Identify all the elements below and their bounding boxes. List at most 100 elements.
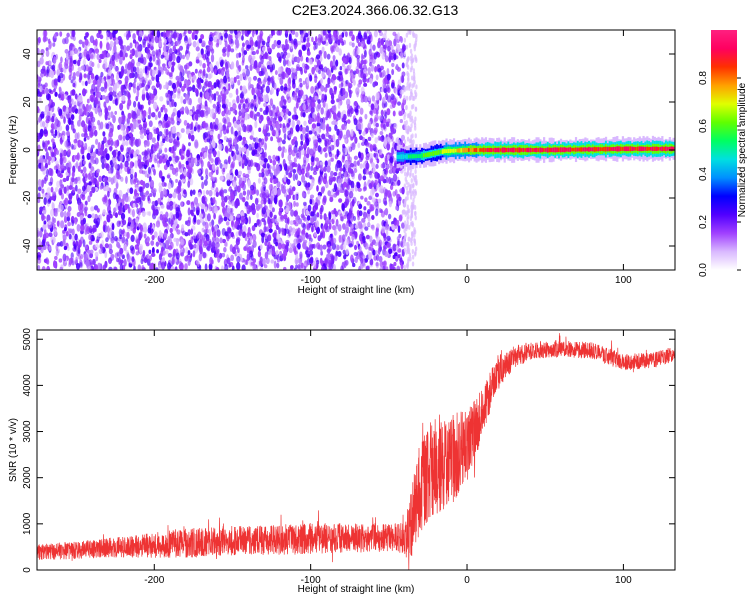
heatmap-noise-cell xyxy=(359,157,363,163)
heatmap-noise-cell xyxy=(252,240,257,248)
heatmap-noise-cell xyxy=(245,107,249,113)
heatmap-noise-cell xyxy=(379,71,383,78)
heatmap-noise-cell xyxy=(308,130,313,135)
heatmap-noise-cell xyxy=(168,217,171,225)
heatmap-noise-cell xyxy=(303,180,308,188)
heatmap-noise-cell xyxy=(138,104,143,111)
heatmap-noise-cell xyxy=(47,160,51,166)
heatmap-noise-cell xyxy=(341,234,346,242)
heatmap-noise-cell xyxy=(309,194,315,199)
heatmap-noise-cell xyxy=(282,158,286,168)
heatmap-noise-cell xyxy=(396,265,401,270)
heatmap-noise-cell xyxy=(85,259,90,267)
heatmap-noise-cell xyxy=(151,201,156,206)
heatmap-noise-cell xyxy=(146,211,151,216)
heatmap-noise-cell xyxy=(313,166,317,173)
heatmap-noise-cell xyxy=(356,240,359,246)
heatmap-noise-cell xyxy=(109,160,113,166)
heatmap-noise-cell xyxy=(167,252,173,258)
heatmap-noise-cell xyxy=(73,180,78,185)
heatmap-noise-cell xyxy=(69,106,72,113)
heatmap-noise-cell xyxy=(343,134,347,140)
heatmap-noise-cell xyxy=(271,207,275,213)
heatmap-noise-cell xyxy=(379,136,383,141)
heatmap-noise-cell xyxy=(146,236,150,244)
heatmap-noise-cell xyxy=(293,267,297,270)
heatmap-noise-cell xyxy=(374,250,378,255)
heatmap-noise-cell xyxy=(71,235,76,242)
heatmap-noise-cell xyxy=(257,177,261,184)
heatmap-noise-cell xyxy=(319,257,323,264)
heatmap-noise-cell xyxy=(128,83,132,91)
heatmap-noise-cell xyxy=(202,62,206,69)
heatmap-noise-cell xyxy=(264,251,269,260)
heatmap-noise-cell xyxy=(379,46,383,54)
heatmap-noise-cell xyxy=(162,66,167,71)
heatmap-noise-cell xyxy=(380,210,385,218)
heatmap-noise-cell xyxy=(125,249,129,255)
heatmap-noise-cell xyxy=(74,233,78,241)
heatmap-noise-cell xyxy=(238,110,242,117)
heatmap-noise-cell xyxy=(232,138,238,146)
heatmap-noise-cell xyxy=(314,131,318,137)
heatmap-noise-cell xyxy=(301,44,307,51)
heatmap-noise-cell xyxy=(39,57,44,65)
heatmap-noise-cell xyxy=(339,167,344,172)
heatmap-noise-cell xyxy=(231,199,235,207)
heatmap-noise-cell xyxy=(236,262,241,270)
heatmap-noise-cell xyxy=(107,68,112,77)
heatmap-noise-cell xyxy=(244,259,248,265)
heatmap-noise-cell xyxy=(265,41,270,48)
heatmap-noise-cell xyxy=(118,116,122,124)
heatmap-noise-cell xyxy=(298,238,302,243)
heatmap-noise-cell xyxy=(215,253,220,258)
heatmap-noise-cell xyxy=(320,85,325,92)
heatmap-noise-cell xyxy=(371,95,376,102)
heatmap-noise-cell xyxy=(176,55,181,64)
heatmap-noise-cell xyxy=(357,221,363,230)
heatmap-noise-cell xyxy=(357,32,362,40)
heatmap-noise-cell xyxy=(82,217,87,225)
heatmap-noise-cell xyxy=(169,90,174,96)
heatmap-noise-cell xyxy=(120,144,124,153)
heatmap-noise-cell xyxy=(276,123,281,132)
heatmap-noise-cell xyxy=(119,162,123,170)
heatmap-noise-cell xyxy=(168,147,172,152)
heatmap-noise-cell xyxy=(77,188,82,195)
heatmap-noise-cell xyxy=(399,188,404,194)
heatmap-noise-cell xyxy=(302,94,307,100)
heatmap-noise-cell xyxy=(236,136,240,142)
heatmap-noise-cell xyxy=(266,132,271,137)
heatmap-noise-cell xyxy=(215,31,220,40)
heatmap-noise-cell xyxy=(239,99,244,104)
heatmap-noise-cell xyxy=(320,250,323,256)
heatmap-noise-cell xyxy=(68,103,72,108)
heatmap-noise-cell xyxy=(219,129,223,138)
heatmap-noise-cell xyxy=(115,171,121,180)
heatmap-noise-cell xyxy=(342,113,347,121)
heatmap-noise-cell xyxy=(309,257,314,264)
heatmap-noise-cell xyxy=(306,57,310,63)
heatmap-noise-cell xyxy=(241,56,245,64)
heatmap-noise-cell xyxy=(262,129,266,135)
heatmap-noise-cell xyxy=(367,209,371,215)
heatmap-noise-cell xyxy=(199,238,203,247)
heatmap-noise-cell xyxy=(70,98,74,105)
heatmap-noise-cell xyxy=(133,77,137,83)
heatmap-noise-cell xyxy=(61,134,65,141)
heatmap-noise-cell xyxy=(382,118,387,124)
heatmap-noise-cell xyxy=(251,225,256,232)
heatmap-noise-cell xyxy=(197,191,202,198)
heatmap-noise-cell xyxy=(193,126,197,132)
heatmap-noise-cell xyxy=(318,69,321,75)
heatmap-noise-cell xyxy=(278,100,283,107)
heatmap-noise-cell xyxy=(138,168,144,174)
heatmap-noise-cell xyxy=(66,32,70,38)
heatmap-noise-cell xyxy=(289,220,294,226)
heatmap-noise-cell xyxy=(146,92,150,101)
heatmap-noise-cell xyxy=(348,31,353,37)
heatmap-noise-cell xyxy=(121,84,125,94)
heatmap-noise-cell xyxy=(221,200,226,208)
heatmap-noise-cell xyxy=(193,243,197,249)
heatmap-noise-cell xyxy=(63,186,67,194)
